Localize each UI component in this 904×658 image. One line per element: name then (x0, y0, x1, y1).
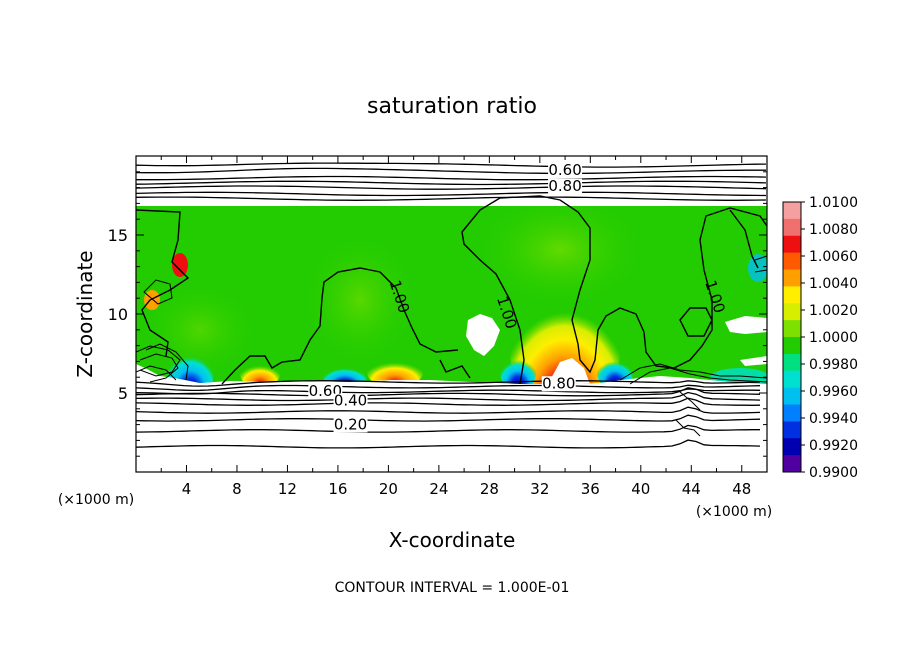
x-tick-label: 24 (429, 480, 448, 498)
x-tick-label: 48 (732, 480, 751, 498)
colorbar-swatch (783, 404, 801, 422)
x-tick-label: 20 (379, 480, 398, 498)
x-tick-label: 40 (631, 480, 650, 498)
colorbar-label: 1.0000 (809, 330, 858, 346)
field-max-left (240, 360, 280, 384)
colorbar-label: 1.0080 (809, 222, 858, 238)
colorbar-swatch (783, 303, 801, 321)
lower-contour-line (136, 388, 761, 395)
plot-area: 0.600.801.00 1.00 1.000.600.400.200.80 (135, 155, 768, 473)
x-tick-label: 8 (232, 480, 242, 498)
colorbar-label: 0.9940 (809, 411, 858, 427)
x-tick-label: 32 (530, 480, 549, 498)
colorbar-label: 0.9920 (809, 438, 858, 454)
field-max-core (510, 275, 620, 384)
colorbar-swatch (783, 421, 801, 439)
colorbar-label: 1.0100 (809, 195, 858, 211)
contour-label: 0.40 (334, 392, 367, 410)
chart-title: saturation ratio (367, 94, 537, 119)
upper-contour-line (136, 191, 767, 197)
colorbar-label: 1.0060 (809, 249, 858, 265)
lower-contour-line (136, 391, 761, 402)
contour-lines-1-00 (136, 195, 767, 385)
upper-contour-line (136, 196, 767, 201)
contour-label-bg (541, 376, 576, 392)
lower-contour-line (136, 380, 761, 387)
lower-contour-line (136, 424, 760, 433)
x-tick-label: 12 (278, 480, 297, 498)
contour-label: 0.80 (548, 177, 581, 195)
colorbar-swatch (783, 353, 801, 372)
x-tick-label: 28 (480, 480, 499, 498)
y-tick-label: 5 (118, 384, 128, 403)
colorbar-swatch (783, 235, 801, 254)
colorbar-swatch (783, 252, 801, 271)
contour-label: 0.20 (334, 415, 367, 433)
colorbar-swatch (783, 455, 801, 473)
contour-interval-note: CONTOUR INTERVAL = 1.000E-01 (335, 580, 570, 596)
colorbar-swatch (783, 202, 801, 220)
lower-contour-line (136, 406, 761, 414)
colorbar-label: 1.0040 (809, 276, 858, 292)
contour-label-bg (333, 417, 368, 433)
contour-label-bg (333, 393, 368, 409)
y-axis-ticks: 5 10 15 (108, 171, 767, 457)
upper-contour-line (136, 175, 767, 181)
saturation-field (136, 206, 767, 384)
colorbar-label: 1.0020 (809, 303, 858, 319)
contour-label-bg (548, 162, 583, 178)
contour-label: 0.60 (548, 161, 581, 179)
colorbar-label: 0.9960 (809, 384, 858, 400)
x-unit-right: (×1000 m) (696, 504, 772, 520)
x-axis-ticks: 4 8 12 16 20 24 28 32 36 40 44 48 (160, 156, 751, 498)
y-tick-label: 15 (108, 226, 128, 245)
lower-contour-line (136, 384, 761, 392)
upper-contour-lines (136, 162, 767, 201)
upper-contour-line (136, 162, 767, 168)
colorbar-swatch (783, 320, 801, 338)
x-tick-label: 4 (182, 480, 192, 498)
field-max-mid (367, 356, 423, 384)
lower-contour-line (136, 414, 761, 422)
x-unit-left: (×1000 m) (58, 492, 134, 508)
contour-label: 0.80 (542, 374, 575, 392)
upper-contour-line (136, 180, 767, 186)
colorbar-swatch (783, 387, 801, 406)
y-axis-label: Z-coordinate (73, 250, 97, 377)
colorbar-swatch (783, 269, 801, 287)
colorbar-swatch (783, 438, 801, 456)
colorbar-swatch (783, 370, 801, 389)
lower-contour-line (136, 439, 761, 449)
y-tick-label: 10 (108, 305, 128, 324)
contour-label-bg (548, 178, 583, 194)
lower-contour-line (136, 387, 761, 397)
colorbar-swatch (783, 337, 801, 355)
colorbar-swatch (783, 286, 801, 304)
cloud-base-contour-detail (136, 255, 767, 437)
lower-contour-lines (136, 380, 761, 449)
colorbar-label: 0.9980 (809, 357, 858, 373)
colorbar: 1.0100 1.0080 1.0060 1.0040 1.0020 1.0000 0.99… (782, 195, 858, 481)
x-axis-label: X-coordinate (389, 528, 516, 552)
x-tick-label: 16 (328, 480, 347, 498)
upper-contour-line (136, 185, 767, 190)
colorbar-label: 0.9900 (809, 465, 858, 481)
upper-contour-line (136, 167, 766, 175)
lower-contour-line (136, 397, 761, 406)
x-tick-label: 36 (581, 480, 600, 498)
x-tick-label: 44 (682, 480, 701, 498)
colorbar-swatch (783, 218, 801, 237)
